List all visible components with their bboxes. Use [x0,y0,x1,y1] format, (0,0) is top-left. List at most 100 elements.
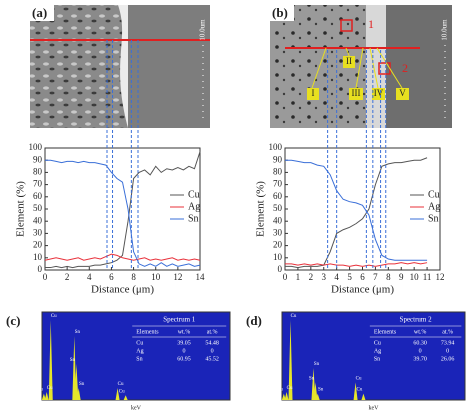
peak-label: Cu [357,388,363,393]
x-tick-label: 10 [151,272,161,282]
peak-label: Cu [287,386,293,391]
y-tick-label: 20 [273,240,283,250]
peak [74,364,79,400]
x-tick-label: 3 [322,272,327,282]
peak [123,395,128,400]
y-tick-label: 40 [33,215,43,225]
table-cell: 0 [211,348,214,354]
y-tick-label: 100 [29,142,43,152]
peak-label: Cu [47,386,53,391]
x-tick-label: 0 [43,272,48,282]
table-header: at.% [442,329,453,335]
x-tick-label: 2 [65,272,70,282]
series-line [45,151,201,269]
y-tick-label: 0 [38,264,43,274]
peak-label: Sn [75,330,81,335]
table-cell: 0 [419,348,422,354]
x-tick-label: 10 [410,272,420,282]
y-tick-label: 80 [273,166,283,176]
table-cell: 60.95 [177,356,191,362]
x-tick-label: 14 [196,272,206,282]
peak-label: Cu [118,382,124,387]
x-tick-label: 0 [283,272,288,282]
peak-label: Cu [277,388,283,393]
y-tick-label: 70 [273,179,283,189]
peak [315,393,320,400]
y-tick-label: 40 [273,215,283,225]
x-tick-label: 5 [347,272,352,282]
peak-label: Sn [314,362,320,367]
peak [281,393,286,400]
table-cell: Sn [374,356,380,362]
x-axis-label: Distance (μm) [331,284,394,296]
x-tick-label: 12 [436,272,445,282]
table-title: Spectrum 1 [163,316,196,324]
x-tick-label: 7 [373,272,378,282]
region-label: 2 [402,61,408,75]
series-line [285,157,428,269]
x-axis-label: keV [369,405,380,411]
table-cell: Cu [374,340,381,346]
y-tick-label: 70 [33,179,43,189]
panel-label: (a) [32,5,47,20]
peak-label: Sn [309,377,315,382]
table-header: wt.% [414,329,427,335]
peak-label: Sn [318,388,324,393]
x-tick-label: 1 [296,272,301,282]
sem-image-a: 10.0um [30,5,210,128]
marker: III [352,88,361,98]
series-line [285,262,428,267]
x-axis-label: Distance (μm) [91,284,154,296]
table-cell: 0 [446,348,449,354]
peak [115,388,120,400]
peak [41,393,46,400]
y-tick-label: 10 [273,252,283,262]
x-axis-label: keV [131,405,142,411]
table-cell: 0 [182,348,185,354]
y-tick-label: 30 [273,227,283,237]
y-tick-label: 50 [273,203,283,213]
legend-label: Sn [428,213,439,224]
table-header: Elements [374,329,397,335]
table-cell: Ag [136,348,143,354]
peak [284,392,289,400]
peak [313,382,318,400]
y-tick-label: 80 [33,166,43,176]
scale-label: 10.0um [199,19,207,41]
table-cell: 54.48 [205,340,219,346]
y-tick-label: 50 [33,203,43,213]
table-cell: Ag [374,348,381,354]
peak-label: Cu [291,314,297,319]
table-cell: Cu [136,340,143,346]
x-tick-label: 4 [334,272,339,282]
panel-label: (c) [6,313,20,328]
x-tick-label: 12 [173,272,182,282]
marker: IV [374,88,384,98]
peak [76,388,81,400]
peak-label: Sn [79,382,85,387]
plot-frame [284,147,441,271]
table-cell: 60.30 [413,340,427,346]
peak-label: Cu [51,314,57,319]
y-tick-label: 60 [273,191,283,201]
plot-frame [44,147,201,271]
legend-label: Cu [428,189,440,200]
y-tick-label: 0 [278,264,283,274]
x-tick-label: 6 [360,272,365,282]
panel-label: (d) [246,313,262,328]
panel-label: (b) [272,5,288,20]
scale-label: 10.0um [441,19,449,41]
peak [48,320,53,400]
table-cell: 26.06 [441,356,455,362]
x-tick-label: 11 [423,272,432,282]
marker: V [399,88,406,98]
y-axis-label: Element (%) [15,181,27,237]
table-header: Elements [136,329,159,335]
y-tick-label: 90 [273,154,283,164]
x-tick-label: 8 [131,272,136,282]
legend-label: Sn [188,213,199,224]
marker: I [312,88,315,98]
peak-label: Sn [70,358,76,363]
sem-image-b: 1 2 I II III IV V 10.0um [270,5,452,128]
